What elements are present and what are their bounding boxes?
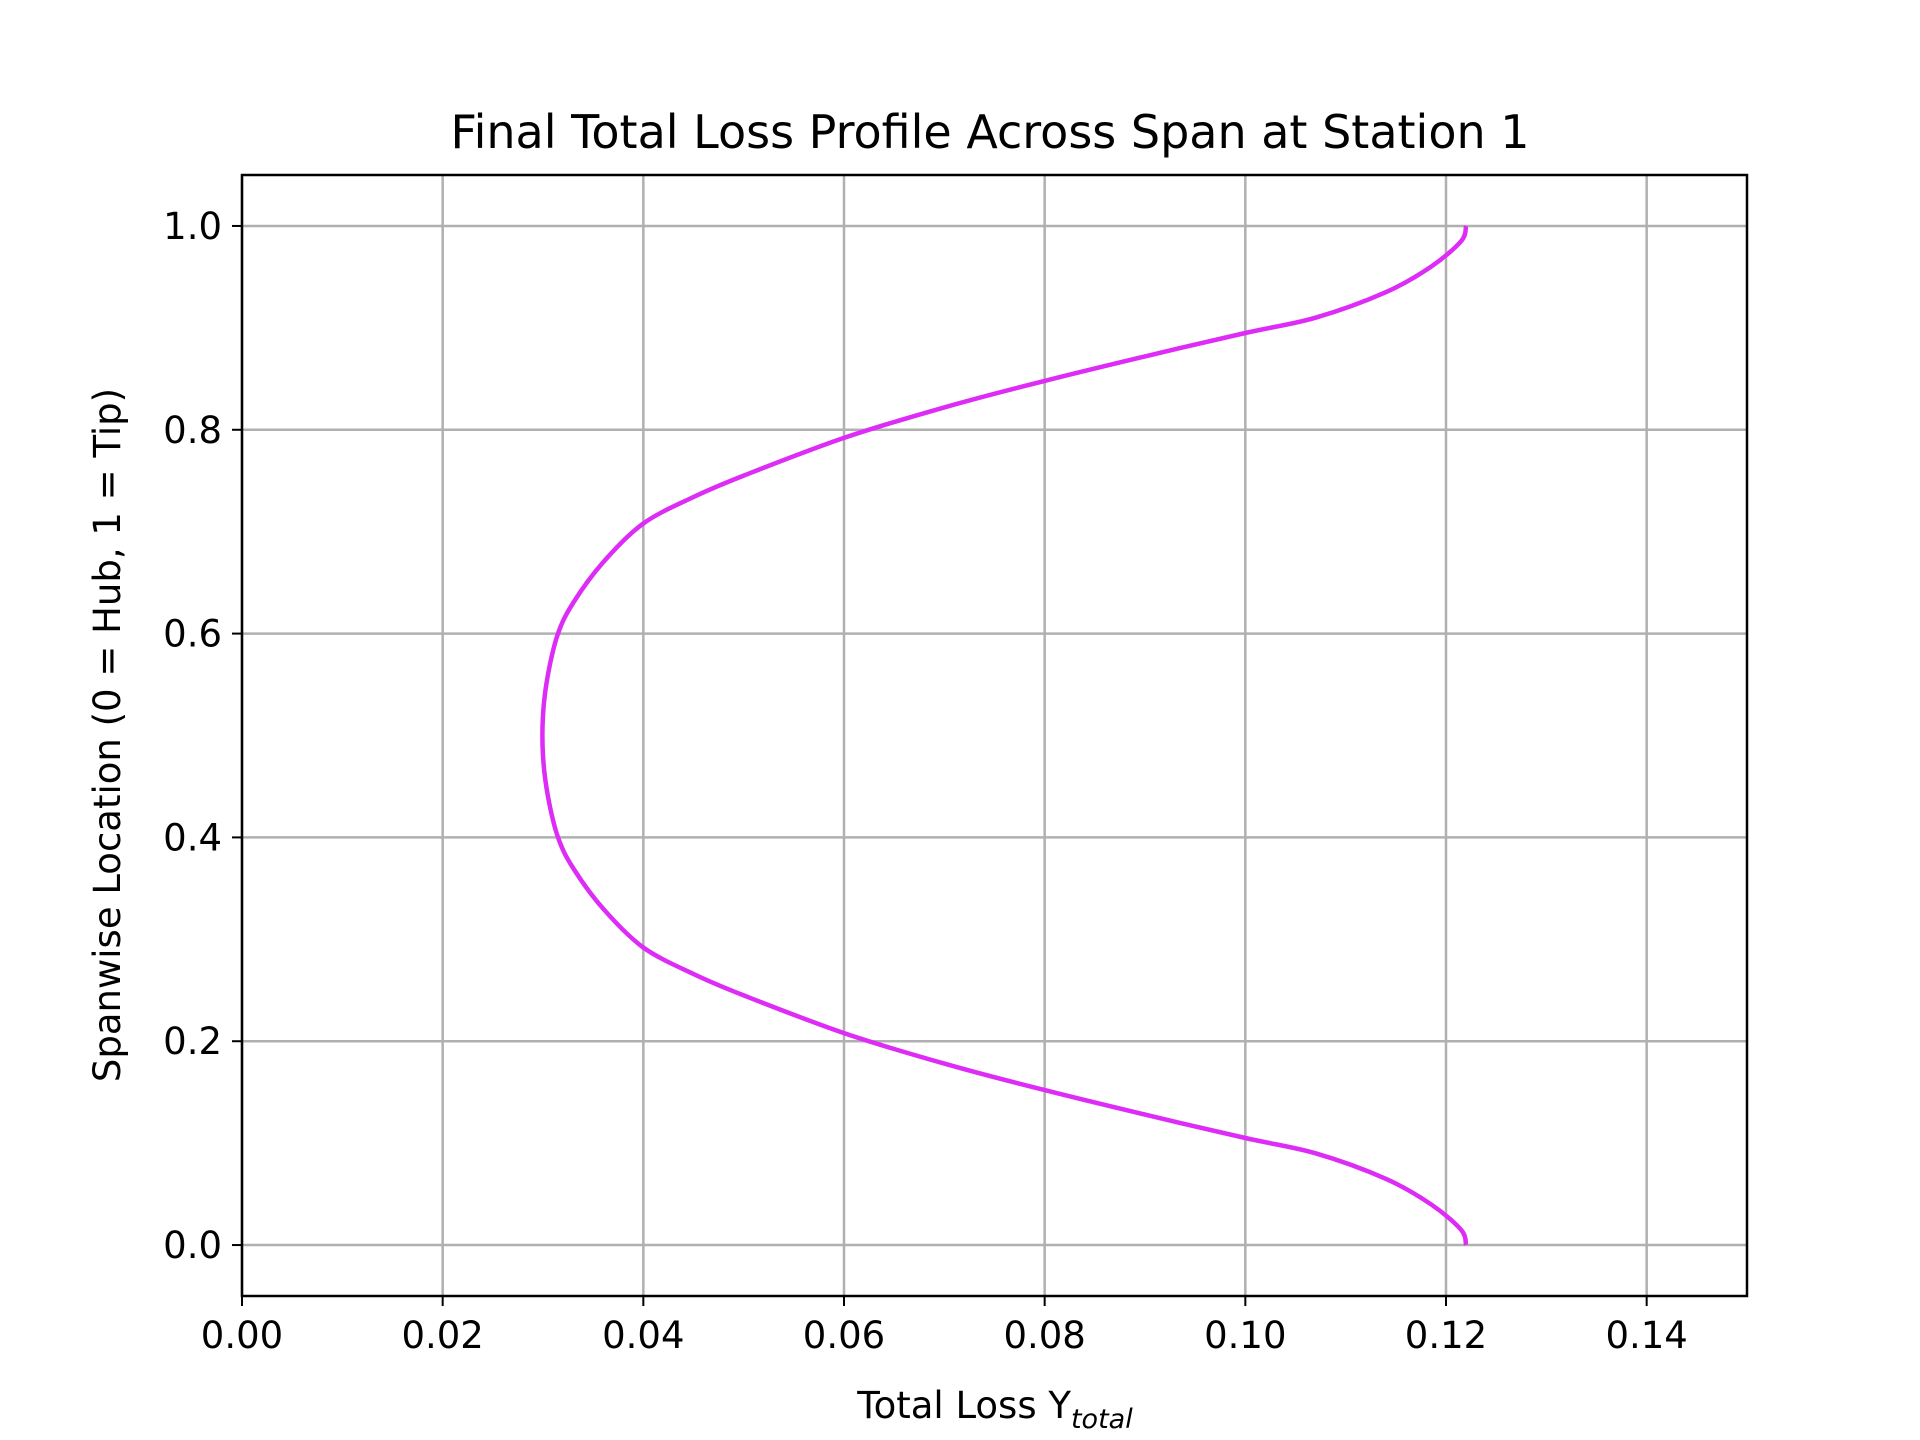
grid-lines bbox=[240, 175, 1747, 1296]
y-axis-label: Spanwise Location (0 = Hub, 1 = Tip) bbox=[86, 388, 129, 1082]
x-tick-label: 0.12 bbox=[1405, 1314, 1487, 1357]
x-tick-label: 0.04 bbox=[602, 1314, 684, 1357]
x-tick-label: 0.14 bbox=[1605, 1314, 1687, 1357]
y-tick-label: 1.0 bbox=[163, 205, 222, 248]
x-tick-label: 0.02 bbox=[401, 1314, 483, 1357]
y-axis: 0.0 0.2 0.4 0.6 0.8 1.0 bbox=[163, 205, 242, 1267]
x-tick-label: 0.10 bbox=[1204, 1314, 1286, 1357]
x-axis: 0.00 0.02 0.04 0.06 0.08 0.10 0.12 0.14 bbox=[201, 1296, 1688, 1357]
plot-frame bbox=[240, 173, 1749, 1298]
x-tick-label: 0.06 bbox=[803, 1314, 885, 1357]
series-layer bbox=[540, 225, 1469, 1246]
chart-title: Final Total Loss Profile Across Span at … bbox=[450, 105, 1529, 159]
y-tick-label: 0.6 bbox=[163, 613, 222, 656]
y-tick-label: 0.0 bbox=[163, 1224, 222, 1267]
x-axis-label: Total Loss Ytotal bbox=[856, 1384, 1133, 1435]
y-tick-label: 0.4 bbox=[163, 816, 222, 859]
x-tick-label: 0.00 bbox=[201, 1314, 283, 1357]
x-axis-label-base: Total Loss Y bbox=[856, 1384, 1071, 1427]
y-tick-label: 0.2 bbox=[163, 1020, 222, 1063]
x-tick-label: 0.08 bbox=[1003, 1314, 1085, 1357]
series-line bbox=[540, 225, 1469, 1246]
y-tick-label: 0.8 bbox=[163, 409, 222, 452]
x-axis-label-subscript: total bbox=[1071, 1404, 1133, 1435]
